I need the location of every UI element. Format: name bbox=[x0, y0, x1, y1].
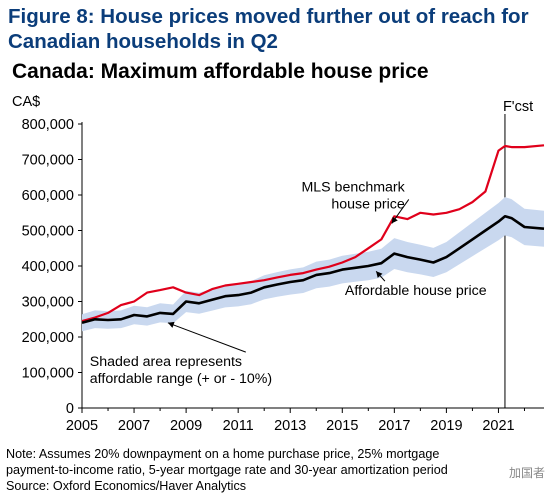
x-tick-label: 2011 bbox=[223, 418, 254, 434]
x-tick-label: 2017 bbox=[378, 418, 410, 434]
annotation-text: Affordable house price bbox=[345, 283, 487, 299]
x-tick-label: 2009 bbox=[170, 418, 202, 434]
chart-title: Canada: Maximum affordable house price bbox=[12, 60, 429, 83]
annotation-arrowhead bbox=[391, 216, 398, 224]
source-line: Source: Oxford Economics/Haver Analytics bbox=[6, 479, 247, 493]
y-tick-label: 400,000 bbox=[22, 259, 74, 275]
note-line-2: payment-to-income ratio, 5-year mortgage… bbox=[6, 463, 448, 477]
y-axis-label: CA$ bbox=[12, 94, 40, 110]
annotation-text: house price bbox=[331, 196, 404, 212]
mls-benchmark-line bbox=[81, 144, 545, 323]
y-tick-label: 500,000 bbox=[22, 224, 74, 240]
x-tick-label: 2013 bbox=[274, 418, 306, 434]
annotation-text: MLS benchmark bbox=[301, 179, 405, 195]
y-tick-label: 600,000 bbox=[22, 188, 74, 204]
y-tick-label: 100,000 bbox=[22, 366, 74, 382]
x-tick-label: 2019 bbox=[430, 418, 462, 434]
y-tick-label: 300,000 bbox=[22, 295, 74, 311]
x-tick-label: 2015 bbox=[326, 418, 358, 434]
y-tick-label: 200,000 bbox=[22, 330, 74, 346]
y-tick-label: 0 bbox=[66, 401, 74, 417]
figure-title: Figure 8: House prices moved further out… bbox=[8, 5, 529, 53]
y-tick-label: 700,000 bbox=[22, 153, 74, 169]
forecast-label: F'cst bbox=[503, 99, 533, 115]
annotation-text: affordable range (+ or - 10%) bbox=[90, 371, 272, 387]
x-tick-label: 2021 bbox=[482, 418, 514, 434]
x-tick-label: 2005 bbox=[66, 418, 98, 434]
annotation-arrowhead bbox=[167, 321, 175, 328]
x-tick-label: 2007 bbox=[118, 418, 150, 434]
watermark: 加国者 bbox=[506, 464, 547, 481]
y-tick-label: 800,000 bbox=[22, 117, 74, 133]
affordable-range-band bbox=[82, 197, 544, 332]
annotation-arrow bbox=[167, 322, 246, 353]
note-line-1: Note: Assumes 20% downpayment on a home … bbox=[6, 447, 440, 461]
annotation-arrowhead bbox=[376, 271, 383, 278]
affordable-price-line bbox=[81, 215, 545, 325]
annotation-text: Shaded area represents bbox=[90, 354, 242, 370]
chart-notes: Note: Assumes 20% downpayment on a home … bbox=[6, 446, 551, 494]
